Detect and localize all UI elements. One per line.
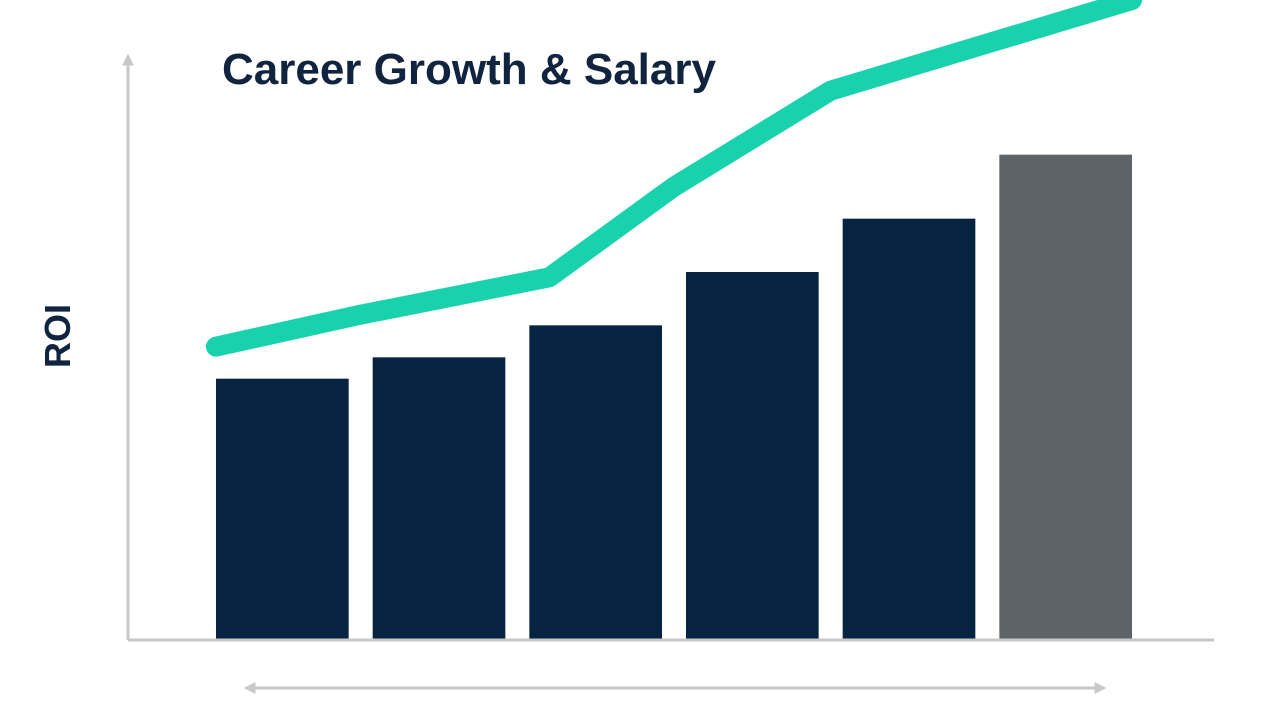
trend-line-path — [206, 0, 1142, 357]
bar-3 — [529, 325, 662, 640]
bar-6 — [999, 154, 1132, 640]
chart-title: Career Growth & Salary — [222, 45, 716, 94]
trend-line — [206, 0, 1142, 357]
bar-5 — [842, 218, 976, 640]
bars — [216, 154, 1132, 640]
bar-1 — [216, 378, 349, 640]
bar-4 — [686, 272, 819, 640]
y-axis-label: ROI — [37, 304, 78, 368]
bar-2 — [372, 357, 506, 640]
